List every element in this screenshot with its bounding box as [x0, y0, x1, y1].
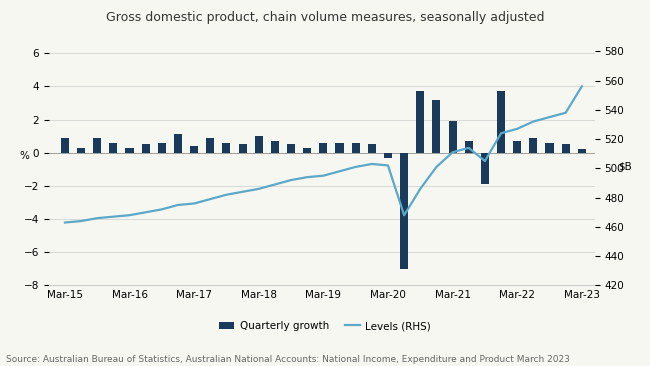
Bar [384, 153, 392, 158]
Bar [93, 138, 101, 153]
Bar [239, 145, 246, 153]
Bar [271, 141, 279, 153]
Bar [303, 148, 311, 153]
Bar [352, 143, 359, 153]
Bar [481, 153, 489, 184]
Bar [77, 148, 85, 153]
Bar [578, 149, 586, 153]
Bar [562, 145, 569, 153]
Bar [529, 138, 538, 153]
Bar [368, 145, 376, 153]
Bar [125, 148, 133, 153]
Bar [61, 138, 69, 153]
Bar [158, 143, 166, 153]
Bar [255, 136, 263, 153]
Bar [432, 100, 441, 153]
Bar [335, 143, 344, 153]
Y-axis label: $B: $B [618, 161, 632, 171]
Legend: Quarterly growth, Levels (RHS): Quarterly growth, Levels (RHS) [214, 317, 436, 335]
Bar [497, 92, 505, 153]
Bar [513, 141, 521, 153]
Bar [206, 138, 215, 153]
Bar [142, 145, 150, 153]
Text: Gross domestic product, chain volume measures, seasonally adjusted: Gross domestic product, chain volume mea… [106, 11, 544, 24]
Bar [190, 146, 198, 153]
Y-axis label: %: % [20, 151, 29, 161]
Bar [174, 134, 182, 153]
Bar [448, 121, 457, 153]
Bar [222, 143, 231, 153]
Bar [287, 145, 295, 153]
Bar [416, 92, 424, 153]
Bar [109, 143, 118, 153]
Bar [400, 153, 408, 269]
Bar [465, 141, 473, 153]
Text: Source: Australian Bureau of Statistics, Australian National Accounts: National : Source: Australian Bureau of Statistics,… [6, 355, 571, 364]
Bar [319, 143, 328, 153]
Bar [545, 143, 554, 153]
